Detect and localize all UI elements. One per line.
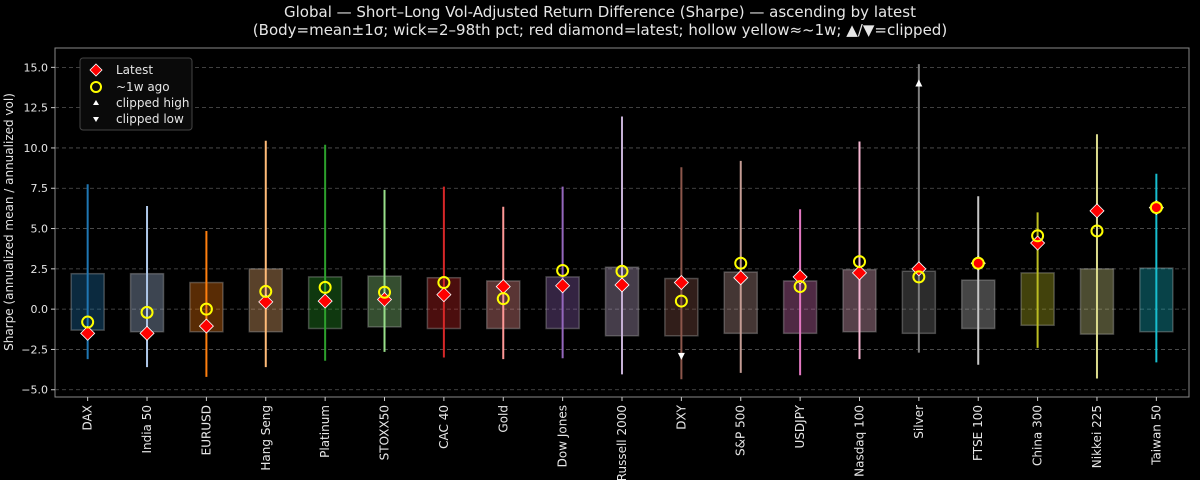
latest-marker: [614, 277, 630, 293]
week-ago-marker: [1149, 201, 1163, 215]
latest-marker: [1089, 203, 1105, 219]
latest-marker: [139, 325, 155, 341]
week-ago-marker: [734, 256, 748, 270]
legend-box: [79, 57, 193, 131]
week-ago-marker: [971, 256, 985, 270]
week-ago-marker: [199, 302, 213, 316]
category-group: [486, 206, 521, 360]
legend-latest-marker: [89, 63, 103, 77]
category-group: [782, 209, 818, 376]
category-group: [307, 144, 343, 361]
latest-marker: [555, 278, 571, 294]
category-group: [426, 186, 462, 358]
latest-marker: [198, 318, 214, 334]
y-tick-label: 10.0: [24, 142, 49, 155]
x-tick-label: India 50: [140, 405, 154, 454]
x-tick-label: EURUSD: [199, 405, 213, 455]
week-ago-marker: [81, 315, 95, 329]
latest-marker: [673, 274, 689, 291]
week-ago-marker: [793, 280, 807, 294]
latest-marker: [436, 287, 452, 303]
y-tick-label: 15.0: [24, 61, 49, 74]
category-group: [189, 230, 224, 377]
x-tick-label: S&P 500: [734, 405, 748, 456]
x-tick-label: DAX: [81, 405, 95, 430]
legend-clipped-low-label: clipped low: [116, 112, 184, 126]
category-group: [129, 205, 165, 368]
x-tick-label: FTSE 100: [971, 405, 985, 461]
x-tick-label: Taiwan 50: [1149, 405, 1163, 466]
week-ago-marker: [615, 264, 629, 278]
latest-marker: [376, 291, 393, 308]
clipped-low-marker: [677, 352, 685, 360]
week-ago-marker: [318, 280, 332, 294]
legend-week-marker: [90, 81, 102, 93]
week-ago-marker: [378, 285, 392, 299]
y-tick-label: 0.0: [31, 303, 49, 316]
legend-latest-label: Latest: [116, 63, 153, 77]
week-ago-marker: [912, 270, 926, 284]
week-ago-marker: [674, 294, 688, 308]
legend-clipped-high-marker: [93, 100, 99, 105]
week-ago-marker: [852, 255, 866, 269]
y-tick-label: −2.5: [21, 343, 48, 356]
x-tick-label: Platinum: [318, 405, 332, 458]
latest-marker: [258, 294, 274, 310]
y-tick-label: 5.0: [31, 223, 49, 236]
x-tick-label: Silver: [912, 405, 926, 439]
x-tick-label: China 300: [1031, 405, 1045, 466]
y-tick-label: 2.5: [31, 263, 49, 276]
week-ago-marker: [437, 276, 451, 290]
category-group: [604, 116, 640, 375]
x-tick-label: Nikkei 225: [1090, 405, 1104, 468]
latest-marker: [80, 325, 96, 341]
legend-week-label: ~1w ago: [116, 80, 170, 94]
week-ago-marker: [496, 292, 510, 306]
chart-marks: [70, 64, 1174, 380]
latest-marker: [851, 265, 868, 281]
category-group: [545, 186, 580, 359]
category-group: [664, 167, 699, 380]
y-tick-label: 7.5: [31, 182, 49, 195]
latest-marker: [792, 269, 808, 285]
chart-subtitle: (Body=mean±1σ; wick=2–98th pct; red diam…: [253, 21, 947, 39]
category-group: [842, 141, 877, 360]
x-tick-label: Nasdaq 100: [852, 405, 866, 477]
latest-marker: [317, 293, 333, 309]
legend-clipped-high-label: clipped high: [116, 96, 189, 110]
category-group: [960, 196, 996, 365]
week-ago-marker: [556, 263, 570, 277]
category-group: [901, 64, 937, 353]
x-tick-label: DXY: [674, 404, 688, 429]
y-axis: −5.0 −2.5 0.0 2.5 5.0 7.5 10.0 12.5 15.0: [21, 61, 55, 397]
category-group: [1079, 134, 1115, 379]
week-ago-marker: [1031, 229, 1045, 243]
y-tick-label: −5.0: [21, 384, 48, 397]
x-tick-label: STOXX50: [378, 405, 392, 460]
week-ago-marker: [259, 284, 273, 298]
week-ago-marker: [140, 305, 154, 319]
legend-clipped-low-marker: [93, 117, 99, 122]
x-tick-label: Russell 2000: [615, 405, 629, 480]
category-group: [723, 160, 758, 373]
week-ago-marker: [1090, 224, 1104, 238]
latest-marker: [733, 270, 749, 286]
y-axis-label: Sharpe (annualized mean / annualized vol…: [2, 93, 16, 351]
x-tick-label: Hang Seng: [259, 405, 273, 471]
legend: Latest ~1w ago clipped high clipped low: [79, 57, 193, 131]
category-group: [1139, 173, 1174, 363]
x-tick-label: Dow Jones: [556, 405, 570, 467]
category-group: [367, 189, 402, 352]
x-axis: DAX India 50 EURUSD Hang Seng Platinum STOXX5…: [81, 397, 1163, 480]
category-group: [70, 184, 105, 360]
x-tick-label: Gold: [496, 405, 510, 433]
category-group: [1020, 212, 1055, 348]
chart-title: Global — Short–Long Vol-Adjusted Return …: [284, 3, 916, 21]
x-tick-label: CAC 40: [437, 405, 451, 449]
category-group: [248, 140, 284, 368]
clipped-high-marker: [915, 79, 923, 87]
x-tick-label: USDJPY: [793, 404, 807, 448]
y-tick-label: 12.5: [24, 102, 49, 115]
